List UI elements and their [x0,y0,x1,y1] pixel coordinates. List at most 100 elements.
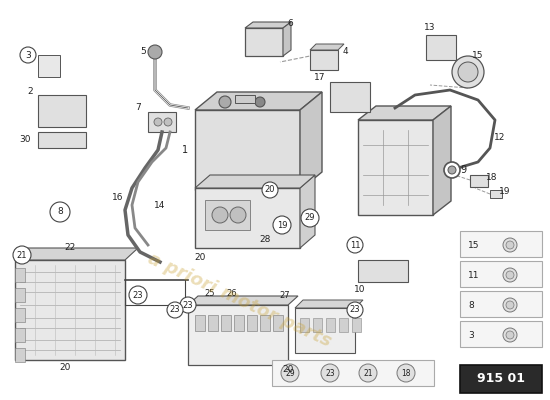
Text: 20: 20 [282,366,294,374]
Text: 26: 26 [227,288,237,298]
Text: 19: 19 [277,220,287,230]
FancyBboxPatch shape [245,28,283,56]
Polygon shape [310,44,344,50]
Text: 30: 30 [19,136,31,144]
Circle shape [503,238,517,252]
Text: 23: 23 [325,368,335,378]
FancyBboxPatch shape [235,95,255,103]
Text: 9: 9 [460,165,466,175]
Circle shape [219,96,231,108]
Circle shape [506,331,514,339]
Text: 22: 22 [64,244,76,252]
FancyBboxPatch shape [38,95,86,127]
FancyBboxPatch shape [38,132,86,148]
FancyBboxPatch shape [358,120,433,215]
Text: 21: 21 [16,250,28,260]
Circle shape [397,364,415,382]
Circle shape [262,182,278,198]
FancyBboxPatch shape [295,308,355,353]
Text: 13: 13 [424,24,436,32]
Circle shape [321,364,339,382]
Text: 1: 1 [182,145,188,155]
Text: 12: 12 [494,134,505,142]
Text: 28: 28 [259,236,271,244]
FancyBboxPatch shape [15,308,25,322]
Text: 16: 16 [112,194,124,202]
Polygon shape [295,300,363,308]
FancyBboxPatch shape [326,318,335,332]
Text: 20: 20 [265,186,275,194]
FancyBboxPatch shape [15,348,25,362]
Text: 8: 8 [57,208,63,216]
FancyBboxPatch shape [205,200,250,230]
FancyBboxPatch shape [15,288,25,302]
Circle shape [506,271,514,279]
Circle shape [212,207,228,223]
Text: 2: 2 [27,88,33,96]
Circle shape [347,237,363,253]
Text: 27: 27 [280,292,290,300]
Polygon shape [195,175,315,188]
FancyBboxPatch shape [460,291,542,317]
Polygon shape [300,175,315,248]
FancyBboxPatch shape [208,315,218,331]
Circle shape [347,302,363,318]
Text: 8: 8 [468,300,474,310]
Circle shape [448,166,456,174]
FancyBboxPatch shape [15,268,25,282]
Circle shape [154,118,162,126]
FancyBboxPatch shape [460,365,542,393]
Text: 20: 20 [59,364,71,372]
Text: 23: 23 [170,306,180,314]
Text: 11: 11 [350,240,360,250]
Circle shape [13,246,31,264]
Circle shape [301,209,319,227]
FancyBboxPatch shape [195,110,300,190]
Circle shape [458,62,478,82]
Text: 17: 17 [314,74,326,82]
FancyBboxPatch shape [260,315,270,331]
Circle shape [230,207,246,223]
FancyBboxPatch shape [221,315,231,331]
Circle shape [129,286,147,304]
Circle shape [180,297,196,313]
FancyBboxPatch shape [460,321,542,347]
Circle shape [50,202,70,222]
FancyBboxPatch shape [247,315,257,331]
Polygon shape [195,92,322,110]
FancyBboxPatch shape [330,82,370,112]
Circle shape [503,298,517,312]
Text: 18: 18 [402,368,411,378]
Circle shape [444,162,460,178]
FancyBboxPatch shape [15,328,25,342]
Text: 29: 29 [285,368,295,378]
Text: 3: 3 [468,330,474,340]
Text: 10: 10 [354,286,366,294]
Polygon shape [358,106,451,120]
Circle shape [255,97,265,107]
Circle shape [359,364,377,382]
FancyBboxPatch shape [300,318,309,332]
Text: 29: 29 [305,214,315,222]
Text: 23: 23 [183,300,193,310]
FancyBboxPatch shape [195,188,300,248]
Polygon shape [433,106,451,215]
FancyBboxPatch shape [460,231,542,257]
Circle shape [148,45,162,59]
Text: 23: 23 [350,306,360,314]
FancyBboxPatch shape [273,315,283,331]
FancyBboxPatch shape [352,318,361,332]
Circle shape [452,56,484,88]
Polygon shape [245,22,291,28]
Text: 3: 3 [25,50,31,60]
Text: 7: 7 [135,104,141,112]
Circle shape [503,328,517,342]
FancyBboxPatch shape [234,315,244,331]
FancyBboxPatch shape [313,318,322,332]
FancyBboxPatch shape [426,35,456,60]
FancyBboxPatch shape [470,175,488,187]
FancyBboxPatch shape [148,112,176,132]
Polygon shape [15,248,138,260]
Text: 4: 4 [342,48,348,56]
Polygon shape [188,296,298,305]
